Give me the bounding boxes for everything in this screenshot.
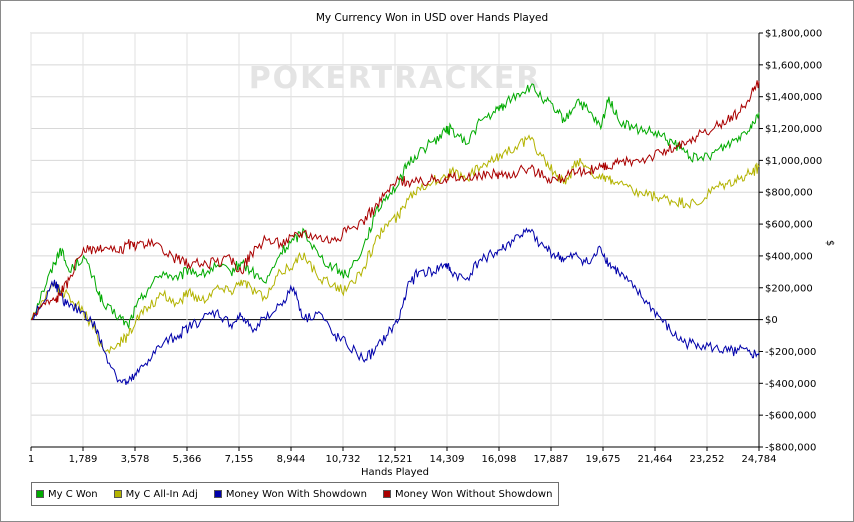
- x-axis-label: Hands Played: [361, 467, 429, 478]
- legend-item-my-c-all-in-adj: My C All-In Adj: [113, 488, 198, 500]
- legend-swatch: [36, 490, 44, 498]
- x-tick-label: 23,252: [690, 454, 725, 465]
- y-tick-label: $1,800,000: [765, 29, 822, 40]
- x-tick-label: 14,309: [430, 454, 465, 465]
- watermark-logo: POKERTRACKER: [249, 61, 542, 96]
- legend-swatch: [213, 490, 222, 498]
- legend-label: Money Won Without Showdown: [394, 488, 553, 500]
- legend-label: Money Won With Showdown: [225, 488, 367, 500]
- y-tick-label: -$200,000: [765, 347, 816, 358]
- x-tick-label: 1,789: [69, 454, 98, 465]
- y-tick-label: $800,000: [765, 188, 813, 199]
- legend-item-money-won-without-showdown: Money Won Without Showdown: [382, 488, 553, 500]
- x-tick-label: 17,887: [534, 454, 569, 465]
- y-tick-label: $1,400,000: [765, 92, 822, 103]
- legend-label: My C All-In Adj: [125, 488, 198, 500]
- x-tick-label: 12,521: [378, 454, 413, 465]
- legend: My C Won My C All-In Adj Money Won With Sh…: [31, 482, 560, 506]
- series-layer: [30, 80, 760, 385]
- x-tick-label: 10,732: [326, 454, 361, 465]
- x-tick-label: 16,098: [482, 454, 517, 465]
- y-tick-label: $400,000: [765, 251, 813, 262]
- x-tick-label: 3,578: [121, 454, 150, 465]
- y-tick-label: $1,200,000: [765, 124, 822, 135]
- y-tick-label: $0: [765, 315, 778, 326]
- chart-title: My Currency Won in USD over Hands Played: [316, 12, 548, 24]
- series-line-money-won-with-showdown: [30, 227, 760, 385]
- legend-item-money-won-with-showdown: Money Won With Showdown: [213, 488, 367, 500]
- y-tick-label: $200,000: [765, 283, 813, 294]
- x-tick-label: 21,464: [638, 454, 673, 465]
- y-tick-label: $1,000,000: [765, 156, 822, 167]
- y-tick-label: $1,600,000: [765, 60, 822, 71]
- x-tick-label: 8,944: [277, 454, 306, 465]
- y-tick-label: $600,000: [765, 220, 813, 231]
- y-axis-label: $: [824, 240, 835, 246]
- y-tick-label: -$800,000: [765, 443, 816, 454]
- x-tick-label: 7,155: [225, 454, 254, 465]
- legend-item-my-c-won: My C Won: [36, 489, 98, 500]
- x-tick-label: 19,675: [586, 454, 621, 465]
- x-tick-label: 1: [28, 454, 34, 465]
- y-tick-label: -$400,000: [765, 379, 816, 390]
- series-line-my-c-won: [30, 83, 760, 330]
- y-tick-label: -$600,000: [765, 411, 816, 422]
- legend-swatch: [113, 490, 122, 498]
- legend-swatch: [382, 490, 391, 498]
- series-line-money-won-without-showdown: [30, 80, 760, 321]
- legend-label: My C Won: [48, 488, 98, 500]
- x-tick-label: 24,784: [742, 454, 777, 465]
- x-tick-label: 5,366: [173, 454, 202, 465]
- series-line-my-c-all-in-adj: [30, 134, 760, 355]
- grid-layer: [30, 32, 760, 448]
- axis-layer: $1,800,000 $1,600,000 $1,400,000 $1,200,000…: [28, 29, 822, 466]
